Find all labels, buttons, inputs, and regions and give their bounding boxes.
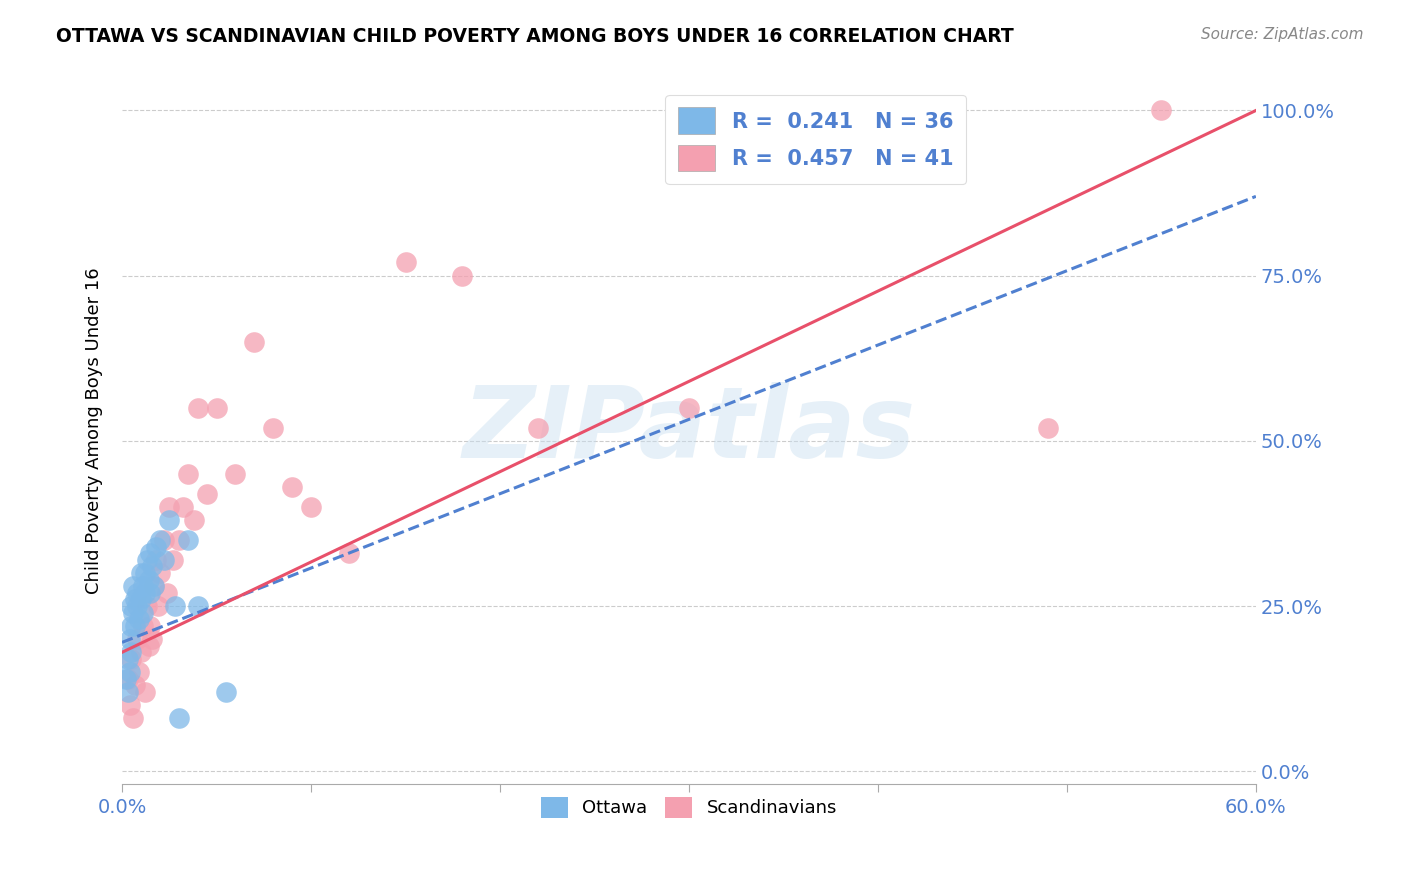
- Point: [122, 711, 145, 725]
- Point: [135, 599, 157, 613]
- Point: [127, 586, 149, 600]
- Point: [394, 255, 416, 269]
- Point: [138, 573, 160, 587]
- Point: [167, 711, 190, 725]
- Point: [156, 586, 179, 600]
- Point: [127, 632, 149, 646]
- Point: [183, 513, 205, 527]
- Point: [138, 639, 160, 653]
- Point: [152, 553, 174, 567]
- Point: [299, 500, 322, 514]
- Point: [117, 685, 139, 699]
- Point: [195, 486, 218, 500]
- Point: [132, 579, 155, 593]
- Point: [139, 619, 162, 633]
- Point: [132, 606, 155, 620]
- Point: [121, 645, 143, 659]
- Point: [177, 467, 200, 481]
- Point: [145, 553, 167, 567]
- Point: [122, 579, 145, 593]
- Point: [134, 566, 156, 580]
- Point: [451, 268, 474, 283]
- Point: [141, 559, 163, 574]
- Point: [143, 579, 166, 593]
- Point: [132, 619, 155, 633]
- Point: [114, 672, 136, 686]
- Point: [141, 632, 163, 646]
- Text: ZIPatlas: ZIPatlas: [463, 383, 915, 479]
- Point: [678, 401, 700, 415]
- Point: [139, 546, 162, 560]
- Point: [129, 566, 152, 580]
- Text: OTTAWA VS SCANDINAVIAN CHILD POVERTY AMONG BOYS UNDER 16 CORRELATION CHART: OTTAWA VS SCANDINAVIAN CHILD POVERTY AMO…: [56, 27, 1014, 45]
- Point: [167, 533, 190, 547]
- Point: [118, 665, 141, 679]
- Point: [205, 401, 228, 415]
- Point: [149, 533, 172, 547]
- Point: [172, 500, 194, 514]
- Point: [128, 612, 150, 626]
- Point: [134, 685, 156, 699]
- Point: [118, 632, 141, 646]
- Point: [117, 652, 139, 666]
- Legend: Ottawa, Scandinavians: Ottawa, Scandinavians: [533, 789, 845, 825]
- Point: [162, 553, 184, 567]
- Point: [187, 401, 209, 415]
- Point: [124, 619, 146, 633]
- Point: [117, 672, 139, 686]
- Point: [118, 698, 141, 713]
- Point: [262, 420, 284, 434]
- Point: [177, 533, 200, 547]
- Point: [124, 592, 146, 607]
- Point: [281, 480, 304, 494]
- Point: [224, 467, 246, 481]
- Point: [143, 579, 166, 593]
- Point: [127, 599, 149, 613]
- Point: [187, 599, 209, 613]
- Point: [163, 599, 186, 613]
- Point: [243, 334, 266, 349]
- Point: [337, 546, 360, 560]
- Point: [149, 566, 172, 580]
- Point: [122, 606, 145, 620]
- Point: [157, 513, 180, 527]
- Point: [129, 645, 152, 659]
- Point: [128, 665, 150, 679]
- Point: [121, 619, 143, 633]
- Point: [1036, 420, 1059, 434]
- Point: [134, 586, 156, 600]
- Text: Source: ZipAtlas.com: Source: ZipAtlas.com: [1201, 27, 1364, 42]
- Point: [129, 592, 152, 607]
- Point: [135, 553, 157, 567]
- Point: [121, 652, 143, 666]
- Point: [152, 533, 174, 547]
- Point: [124, 678, 146, 692]
- Point: [139, 586, 162, 600]
- Y-axis label: Child Poverty Among Boys Under 16: Child Poverty Among Boys Under 16: [86, 268, 103, 594]
- Point: [215, 685, 238, 699]
- Point: [146, 599, 169, 613]
- Point: [145, 540, 167, 554]
- Point: [157, 500, 180, 514]
- Point: [526, 420, 548, 434]
- Point: [1150, 103, 1173, 118]
- Point: [121, 599, 143, 613]
